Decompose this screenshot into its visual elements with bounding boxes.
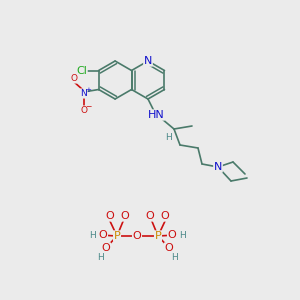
Text: O: O bbox=[102, 243, 110, 253]
Text: O: O bbox=[168, 230, 176, 240]
Text: H: H bbox=[171, 254, 177, 262]
Text: O: O bbox=[160, 211, 169, 221]
Text: P: P bbox=[114, 231, 120, 241]
Text: O: O bbox=[70, 74, 77, 83]
Text: O: O bbox=[80, 106, 87, 115]
Text: O: O bbox=[121, 211, 129, 221]
Text: Cl: Cl bbox=[76, 65, 87, 76]
Text: H: H bbox=[178, 230, 185, 239]
Text: +: + bbox=[86, 86, 92, 92]
Text: HN: HN bbox=[148, 110, 164, 120]
Text: O: O bbox=[106, 211, 114, 221]
Text: N: N bbox=[80, 89, 87, 98]
Text: O: O bbox=[165, 243, 173, 253]
Text: O: O bbox=[146, 211, 154, 221]
Text: −: − bbox=[85, 102, 92, 111]
Text: O: O bbox=[99, 230, 107, 240]
Text: N: N bbox=[214, 162, 222, 172]
Text: H: H bbox=[98, 254, 104, 262]
Text: H: H bbox=[165, 133, 171, 142]
Text: P: P bbox=[154, 231, 161, 241]
Text: H: H bbox=[90, 230, 96, 239]
Text: N: N bbox=[144, 56, 152, 66]
Text: O: O bbox=[133, 231, 141, 241]
